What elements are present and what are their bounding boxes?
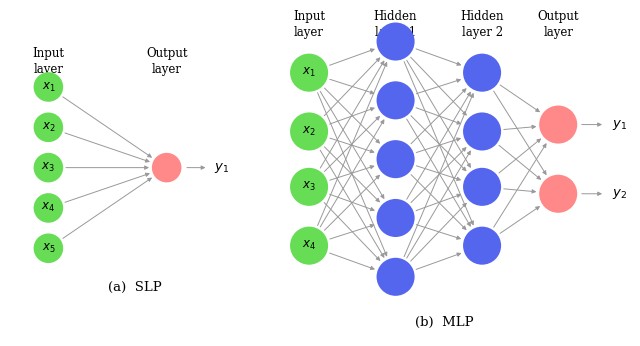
Text: Input
layer: Input layer bbox=[293, 10, 325, 39]
Text: $x_4$: $x_4$ bbox=[302, 239, 316, 252]
Circle shape bbox=[376, 22, 415, 61]
Text: $x_2$: $x_2$ bbox=[302, 125, 316, 138]
Circle shape bbox=[290, 168, 328, 206]
Text: $x_2$: $x_2$ bbox=[42, 121, 55, 134]
Text: Hidden
layer 1: Hidden layer 1 bbox=[374, 10, 417, 39]
Text: $x_4$: $x_4$ bbox=[42, 201, 56, 215]
Circle shape bbox=[290, 112, 328, 151]
Text: $x_3$: $x_3$ bbox=[42, 161, 55, 174]
Text: $y_1$: $y_1$ bbox=[214, 161, 229, 175]
Circle shape bbox=[376, 258, 415, 296]
Text: $x_1$: $x_1$ bbox=[302, 66, 316, 79]
Text: $y_2$: $y_2$ bbox=[612, 187, 627, 201]
Text: $y_1$: $y_1$ bbox=[612, 118, 627, 131]
Text: Hidden
layer 2: Hidden layer 2 bbox=[460, 10, 504, 39]
Circle shape bbox=[463, 168, 501, 206]
Text: $x_3$: $x_3$ bbox=[302, 180, 316, 193]
Circle shape bbox=[290, 54, 328, 92]
Text: $x_1$: $x_1$ bbox=[42, 80, 55, 93]
Text: $x_5$: $x_5$ bbox=[42, 242, 55, 255]
Text: Output
layer: Output layer bbox=[146, 47, 188, 76]
Circle shape bbox=[34, 234, 63, 263]
Text: Input
layer: Input layer bbox=[33, 47, 65, 76]
Circle shape bbox=[376, 140, 415, 178]
Circle shape bbox=[34, 72, 63, 102]
Text: Output
layer: Output layer bbox=[538, 10, 579, 39]
Circle shape bbox=[290, 227, 328, 265]
Circle shape bbox=[376, 81, 415, 119]
Circle shape bbox=[539, 175, 577, 213]
Circle shape bbox=[539, 106, 577, 144]
Circle shape bbox=[34, 193, 63, 223]
Circle shape bbox=[463, 112, 501, 151]
Text: (a)  SLP: (a) SLP bbox=[108, 281, 161, 294]
Circle shape bbox=[34, 153, 63, 182]
Text: (b)  MLP: (b) MLP bbox=[415, 316, 474, 329]
Circle shape bbox=[152, 153, 182, 182]
Circle shape bbox=[376, 199, 415, 237]
Circle shape bbox=[463, 227, 501, 265]
Circle shape bbox=[463, 54, 501, 92]
Circle shape bbox=[34, 112, 63, 142]
